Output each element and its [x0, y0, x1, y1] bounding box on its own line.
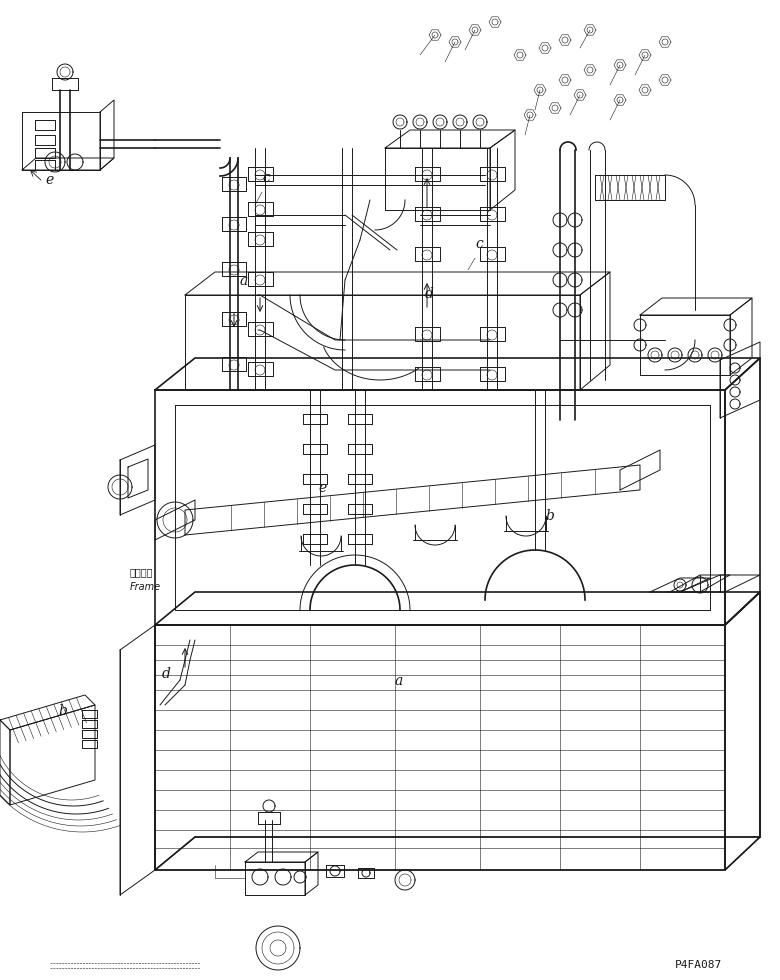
Text: b: b	[58, 704, 67, 718]
Text: c: c	[475, 237, 483, 251]
Text: b: b	[545, 509, 554, 523]
Text: e: e	[45, 173, 53, 187]
Text: d: d	[425, 287, 434, 301]
Text: a: a	[240, 274, 248, 288]
Text: a: a	[395, 674, 403, 688]
Text: c: c	[262, 171, 270, 185]
Text: フレーム: フレーム	[130, 567, 154, 577]
Text: P4FA087: P4FA087	[675, 960, 722, 970]
Text: e: e	[318, 481, 326, 495]
Text: d: d	[162, 667, 171, 681]
Text: Frame: Frame	[130, 582, 161, 592]
